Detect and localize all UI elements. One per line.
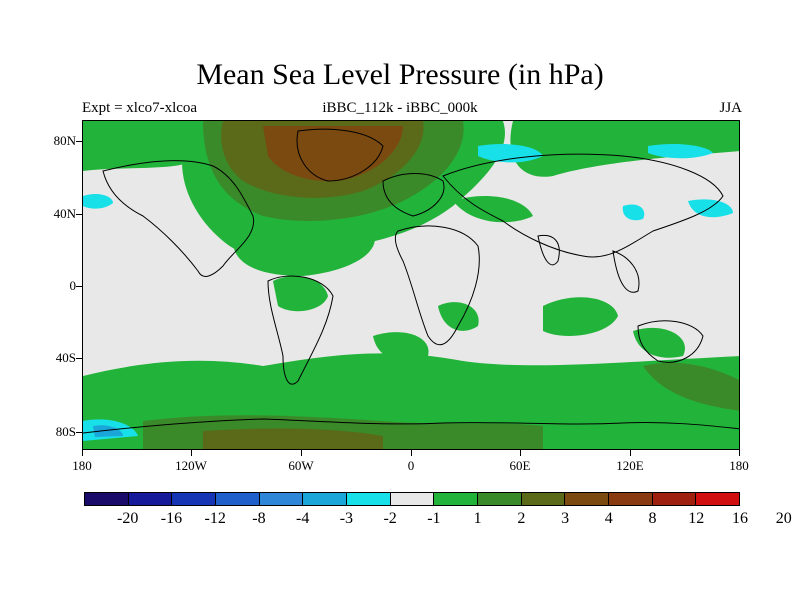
colorbar-swatch-8 [434, 493, 479, 505]
field-blue-antarctic [93, 425, 123, 437]
field-cyan-siberia [478, 144, 543, 163]
colorbar-label-0: -20 [117, 510, 139, 527]
lon-tick-180e [739, 450, 740, 456]
field-green-north-pacific [83, 121, 193, 171]
colorbar-label-7: -1 [427, 510, 441, 527]
lon-label-60w: 60W [288, 458, 314, 473]
lon-label-180w: 180 [72, 458, 92, 473]
field-green-siberia [510, 121, 739, 177]
map-title: Mean Sea Level Pressure (in hPa) [196, 58, 604, 91]
field-cyan-north-pacific-west [83, 193, 113, 209]
field-green-south-indian [643, 362, 739, 411]
lat-label-40n: 40N [53, 206, 76, 221]
lon-tick-120w [191, 450, 192, 456]
colorbar-label-13: 12 [688, 510, 705, 527]
colorbar-swatch-2 [172, 493, 217, 505]
coast-north-america [102, 160, 255, 277]
map-canvas [83, 121, 739, 449]
colorbar-swatch-4 [259, 493, 304, 505]
coast-southeast-asia [612, 250, 640, 293]
colorbar-label-11: 4 [604, 510, 613, 527]
colorbar-swatch-11 [565, 493, 610, 505]
field-green-central-atlantic [233, 226, 375, 276]
field-green-africa-south [438, 302, 479, 331]
colorbar-swatch-5 [303, 493, 348, 505]
lon-tick-60w [301, 450, 302, 456]
colorbar-swatch-0 [85, 493, 129, 505]
lat-tick-80s [76, 432, 82, 433]
season-label: JJA [719, 100, 742, 116]
difference-label: iBBC_112k - iBBC_000k [322, 100, 478, 116]
lat-tick-equator [76, 286, 82, 287]
colorbar-label-1: -16 [160, 510, 183, 527]
colorbar-label-3: -8 [252, 510, 266, 527]
lon-label-120e: 120E [616, 458, 644, 473]
lon-label-180e: 180 [729, 458, 749, 473]
colorbar-swatch-13 [652, 493, 697, 505]
lon-label-120w: 120W [175, 458, 207, 473]
colorbar-label-5: -3 [339, 510, 354, 527]
pressure-map [82, 120, 740, 450]
coast-europe [382, 173, 445, 217]
colorbar-label-4: -4 [295, 510, 310, 527]
lon-tick-0 [411, 450, 412, 456]
field-cyan-east-siberia [648, 143, 713, 159]
field-cyan-north-pacific-east [688, 199, 733, 218]
colorbar-swatch-6 [347, 493, 391, 505]
colorbar-label-2: -12 [204, 510, 226, 527]
colorbar-label-14: 16 [732, 510, 748, 527]
field-olive-antarctica [203, 428, 383, 449]
colorbar-swatch-14 [696, 493, 740, 505]
coast-greenland [296, 128, 384, 182]
coast-asia [442, 153, 724, 258]
lat-label-40s: 40S [55, 350, 76, 365]
colorbar-label-8: 1 [473, 510, 482, 527]
field-green-west-asia [453, 196, 533, 223]
colorbar-swatch-9 [478, 493, 522, 505]
experiment-label: Expt = xlco7-xlcoa [82, 100, 198, 116]
coast-south-america [267, 275, 334, 385]
lon-tick-120e [630, 450, 631, 456]
coast-antarctica [83, 418, 739, 434]
lon-tick-180w [82, 450, 83, 456]
colorbar-label-15: 20 [775, 510, 792, 527]
coast-australia [637, 320, 704, 363]
colorbar-swatch-3 [216, 493, 260, 505]
colorbar-swatch-1 [128, 493, 173, 505]
field-cyan-asia [622, 204, 645, 221]
field-green-south-atlantic-band [373, 332, 429, 361]
colorbar [84, 492, 740, 506]
lon-label-60e: 60E [509, 458, 531, 473]
lon-label-0: 0 [407, 458, 415, 473]
field-green-amazon [273, 276, 328, 312]
colorbar-swatch-7 [390, 493, 435, 505]
colorbar-label-9: 2 [517, 510, 526, 527]
colorbar-label-6: -2 [383, 510, 397, 527]
colorbar-swatch-10 [521, 493, 566, 505]
lat-label-equator: 0 [69, 278, 77, 293]
lat-tick-80n [76, 141, 82, 142]
lat-tick-40s [76, 358, 82, 359]
lon-tick-60e [520, 450, 521, 456]
coast-india [537, 234, 560, 266]
lat-label-80s: 80S [55, 424, 76, 439]
lat-label-80n: 80N [53, 133, 76, 148]
field-green-indian-ocean [543, 297, 618, 336]
coast-africa [394, 225, 480, 346]
lat-tick-40n [76, 214, 82, 215]
coastlines [83, 128, 739, 434]
colorbar-label-10: 3 [561, 510, 570, 527]
colorbar-label-12: 8 [648, 510, 657, 527]
colorbar-swatch-12 [609, 493, 653, 505]
